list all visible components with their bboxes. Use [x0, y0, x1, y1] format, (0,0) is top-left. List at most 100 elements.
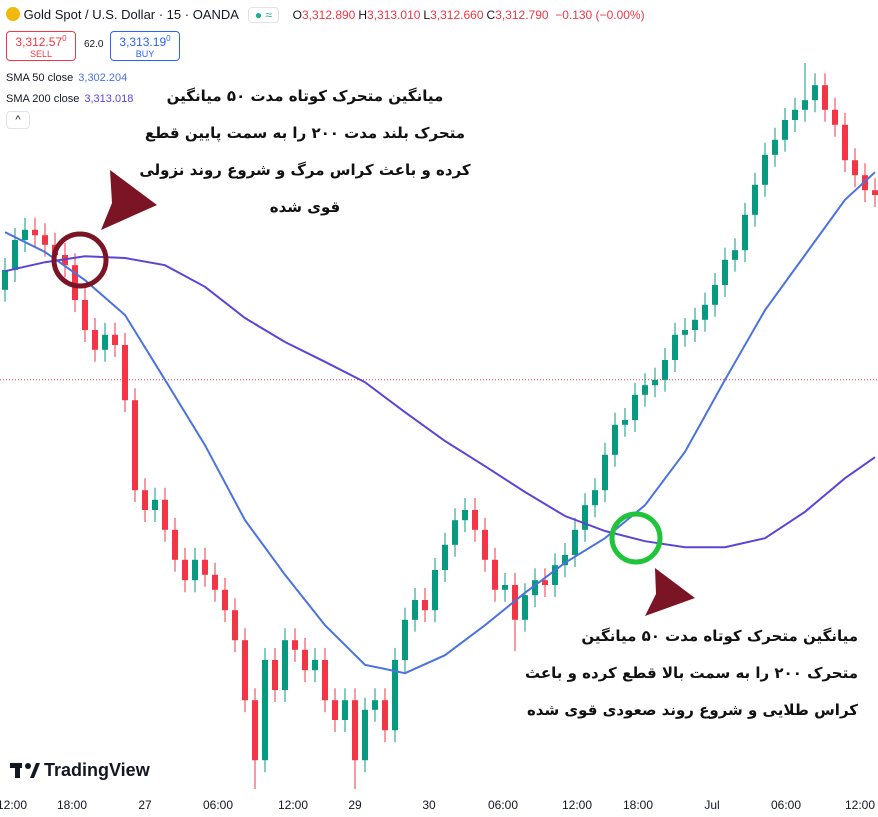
annotation-line: متحرک بلند مدت ۲۰۰ را به سمت پایین قطع — [144, 124, 466, 142]
candle-body — [592, 490, 598, 506]
spread: 62.0 — [84, 39, 104, 50]
candle-body — [802, 100, 808, 110]
candle-body — [182, 559, 188, 581]
candle-body — [732, 250, 738, 260]
candle-body — [652, 379, 658, 386]
ohlc-value: 3,312.890 — [301, 8, 356, 22]
candle-body — [232, 610, 238, 641]
buy-button[interactable]: 3,313.190 BUY — [110, 31, 180, 61]
candle-body — [412, 600, 418, 620]
candle-body — [552, 565, 558, 585]
sma-line — [4, 255, 876, 549]
candle-body — [212, 574, 218, 590]
legend-name: SMA 200 close — [6, 93, 80, 105]
candle-body — [722, 259, 728, 285]
candle-body — [482, 529, 488, 560]
candle-body — [282, 640, 288, 690]
candle-body — [662, 360, 668, 380]
candle-body — [682, 330, 688, 335]
candle-body — [352, 700, 358, 761]
death-cross-circle — [51, 231, 109, 289]
candle-body — [742, 214, 748, 251]
candle-body — [172, 529, 178, 560]
collapse-button[interactable]: ^ — [6, 111, 30, 129]
candle-body — [342, 700, 348, 720]
x-tick-label: Jul — [704, 798, 719, 812]
x-tick-label: 18:00 — [57, 798, 87, 812]
candle-body — [492, 559, 498, 590]
candle-body — [832, 109, 838, 125]
sma-line — [4, 171, 876, 675]
annotation-line: کرده و باعث کراس مرگ و شروع روند نزولی — [139, 161, 471, 179]
candle-body — [242, 640, 248, 701]
candle-body — [462, 510, 468, 521]
candle-body — [442, 544, 448, 570]
sell-button[interactable]: 3,312.570 SELL — [6, 31, 76, 61]
candle-body — [362, 709, 368, 761]
legend-entry: SMA 50 close 3,302.204 — [6, 68, 133, 89]
buy-sup: 0 — [166, 34, 171, 43]
ohlc-value: 3,313.010 — [367, 8, 421, 22]
candle-body — [152, 499, 158, 510]
ohlc-key: H — [358, 8, 368, 22]
candle-body — [142, 490, 148, 510]
ohlc-key: C — [486, 8, 496, 22]
annotation: میانگین متحرک کوتاه مدت ۵۰ میانگین متحرک … — [470, 618, 858, 729]
candle-body — [22, 229, 28, 240]
candle-body — [752, 184, 758, 215]
candle-body — [262, 660, 268, 761]
candle-body — [762, 154, 768, 185]
x-tick-label: 12:00 — [0, 798, 27, 812]
golden-cross-circle — [609, 511, 663, 565]
ohlc-value: 3,312.660 — [430, 8, 484, 22]
status-badge: ● ≈ — [247, 7, 279, 23]
legend-value: 3,313.018 — [84, 93, 134, 105]
watermark: TradingView — [44, 760, 151, 780]
candle-body — [542, 580, 548, 585]
change: −0.130 (−0.00%) — [555, 8, 645, 22]
buy-price: 3,313.19 — [119, 35, 167, 49]
candle-body — [202, 559, 208, 575]
candle-body — [422, 600, 428, 611]
candle-body — [872, 190, 878, 195]
annotation: میانگین متحرک کوتاه مدت ۵۰ میانگین متحرک … — [130, 78, 480, 226]
ohlc-values: O3,312.890 H3,313.010 L3,312.660 C3,312.790 — [293, 8, 552, 22]
arrow — [645, 568, 695, 616]
candle-body — [632, 394, 638, 420]
candle-body — [122, 345, 128, 401]
x-tick-label: 29 — [348, 798, 362, 812]
candle-body — [532, 580, 538, 596]
candle-body — [192, 559, 198, 581]
sell-label: SELL — [29, 49, 53, 59]
candle-body — [432, 570, 438, 611]
x-tick-label: 06:00 — [771, 798, 801, 812]
watermark-logo: TradingView — [10, 760, 151, 780]
candle-body — [672, 334, 678, 360]
candle-body — [42, 235, 48, 245]
legend: SMA 50 close 3,302.204 SMA 200 close 3,313.… — [6, 68, 133, 110]
candle-body — [32, 229, 38, 236]
candle-body — [522, 595, 528, 620]
sell-price: 3,312.57 — [15, 35, 63, 49]
legend-name: SMA 50 close — [6, 72, 74, 84]
x-tick-label: 12:00 — [278, 798, 308, 812]
candle-body — [252, 700, 258, 761]
candle-body — [502, 585, 508, 590]
x-axis: 12:00 18:00 27 06:00 12:00 29 30 06:00 12:00 18:0… — [0, 798, 875, 812]
candle-body — [82, 300, 88, 330]
candle-body — [822, 85, 828, 110]
ohlc-key: O — [292, 8, 302, 22]
candle-body — [472, 510, 478, 530]
candle-body — [612, 424, 618, 455]
annotation-line: متحرک ۲۰۰ را به سمت بالا قطع کرده و باعث — [524, 664, 858, 682]
candle-body — [402, 619, 408, 660]
symbol-icon — [6, 7, 20, 21]
candle-body — [702, 304, 708, 320]
candle-body — [392, 660, 398, 731]
annotation-line: کراس طلایی و شروع روند صعودی قوی شده — [526, 701, 858, 719]
candle-body — [452, 520, 458, 545]
candle-body — [602, 454, 608, 491]
candle-body — [12, 240, 18, 270]
x-tick-label: 27 — [138, 798, 152, 812]
